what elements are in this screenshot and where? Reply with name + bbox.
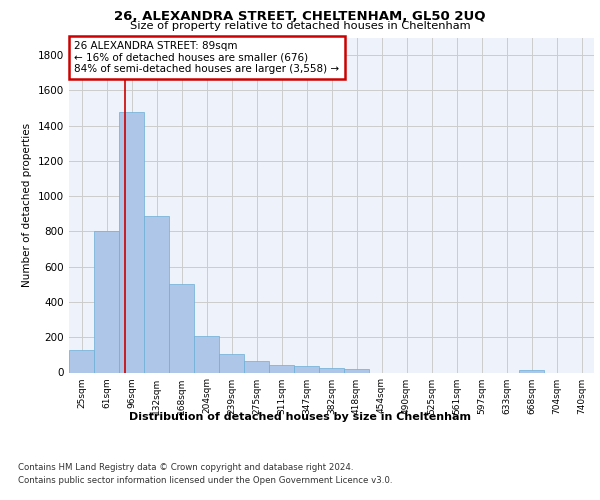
Bar: [194, 336, 219, 372]
Bar: [69, 350, 94, 372]
Bar: [244, 361, 269, 372]
Text: 26, ALEXANDRA STREET, CHELTENHAM, GL50 2UQ: 26, ALEXANDRA STREET, CHELTENHAM, GL50 2…: [114, 10, 486, 23]
Bar: [319, 368, 344, 372]
Bar: [119, 112, 144, 372]
Bar: [169, 284, 194, 372]
Bar: [144, 216, 169, 372]
Bar: [219, 354, 244, 372]
Bar: [519, 370, 544, 372]
Y-axis label: Number of detached properties: Number of detached properties: [22, 123, 32, 287]
Text: Distribution of detached houses by size in Cheltenham: Distribution of detached houses by size …: [129, 412, 471, 422]
Bar: [344, 369, 369, 372]
Text: Contains public sector information licensed under the Open Government Licence v3: Contains public sector information licen…: [18, 476, 392, 485]
Text: Contains HM Land Registry data © Crown copyright and database right 2024.: Contains HM Land Registry data © Crown c…: [18, 462, 353, 471]
Bar: [94, 232, 119, 372]
Bar: [294, 366, 319, 372]
Text: Size of property relative to detached houses in Cheltenham: Size of property relative to detached ho…: [130, 21, 470, 31]
Text: 26 ALEXANDRA STREET: 89sqm
← 16% of detached houses are smaller (676)
84% of sem: 26 ALEXANDRA STREET: 89sqm ← 16% of deta…: [74, 41, 340, 74]
Bar: [269, 366, 294, 372]
